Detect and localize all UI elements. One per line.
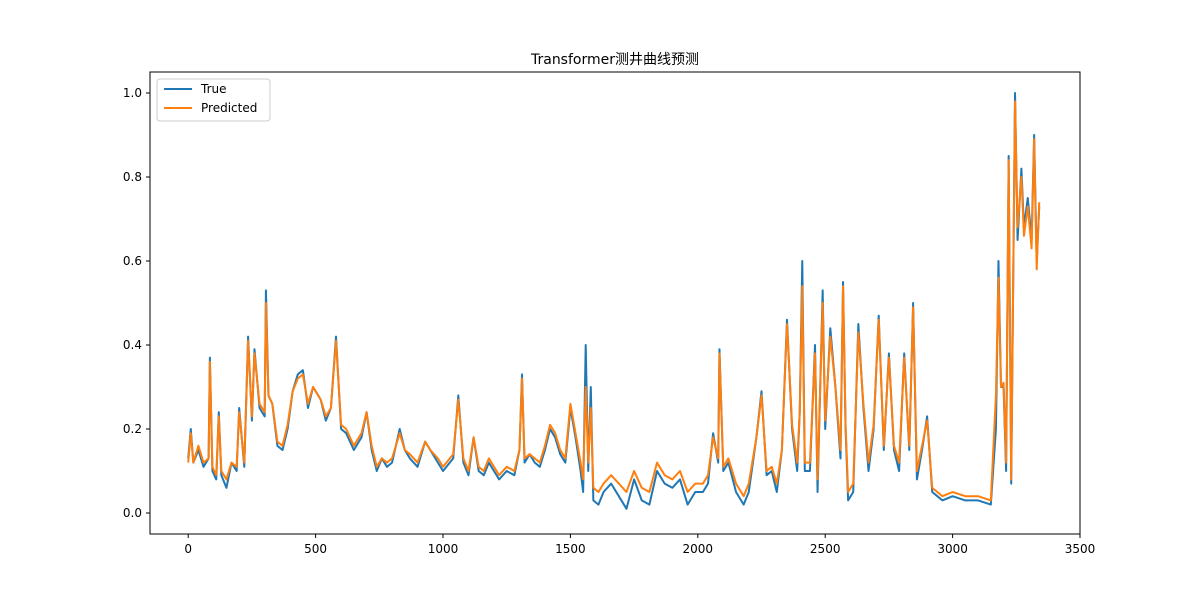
legend-label-true: True [200,82,227,96]
x-tick-label: 2000 [683,542,714,556]
x-tick-label: 0 [184,542,192,556]
chart-title: Transformer测井曲线预测 [530,52,699,68]
x-tick-label: 1500 [555,542,586,556]
x-tick-label: 1000 [428,542,459,556]
y-tick-label: 0.4 [123,338,142,352]
series-layer [187,92,1041,510]
series-line-predicted [187,100,1041,502]
x-tick-label: 3000 [937,542,968,556]
x-tick-label: 2500 [810,542,841,556]
axes-frame [149,71,1081,535]
legend: True Predicted [156,78,271,122]
y-axis: 0.0 0.2 0.4 0.6 0.8 1.0 [123,86,150,520]
y-tick-label: 1.0 [123,86,142,100]
x-axis: 0 500 1000 1500 2000 2500 3000 3500 [184,534,1095,556]
y-tick-label: 0.6 [123,254,142,268]
y-tick-label: 0.2 [123,422,142,436]
legend-label-predicted: Predicted [201,101,257,115]
plot-area: 0 500 1000 1500 2000 2500 3000 3500 0.00.20.40.… [123,71,1095,556]
x-tick-label: 500 [304,542,327,556]
x-tick-label: 3500 [1065,542,1096,556]
y-tick-label: 0.8 [123,170,142,184]
y-tick-label: 0.0 [123,506,142,520]
